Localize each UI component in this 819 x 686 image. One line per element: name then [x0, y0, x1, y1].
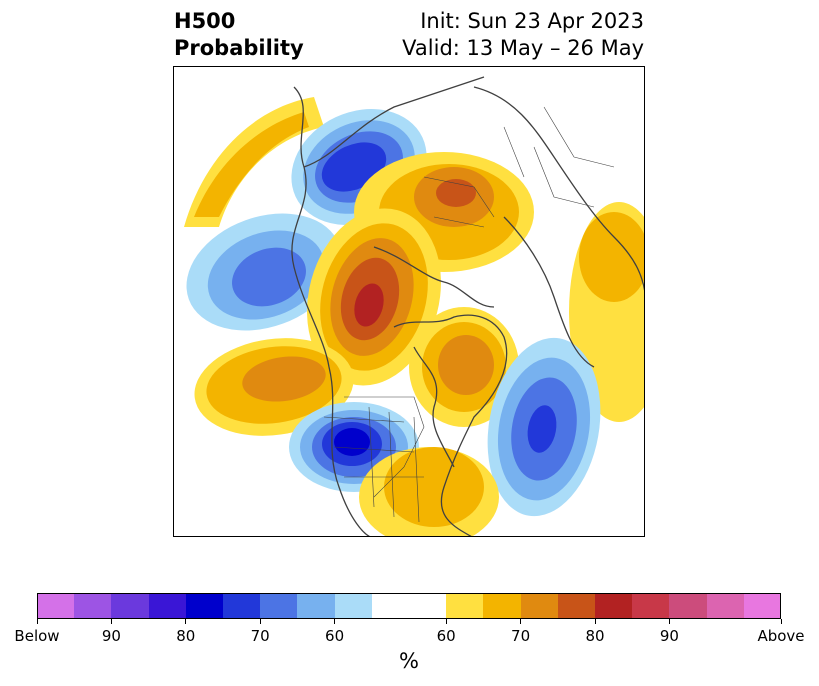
- anomaly-pacific-below: [186, 213, 342, 331]
- colorbar-segment-above: [632, 593, 670, 619]
- probability-map: [173, 66, 645, 537]
- colorbar-segment-below: [74, 593, 112, 619]
- valid-range: Valid: 13 May – 26 May: [402, 36, 644, 60]
- colorbar-unit: %: [399, 649, 419, 673]
- colorbar-tick-label: 90: [659, 627, 679, 645]
- colorbar-tick-label: 70: [511, 627, 531, 645]
- colorbar-segment-above: [483, 593, 522, 619]
- colorbar-segment-below: [223, 593, 261, 619]
- title-variable: H500: [174, 9, 236, 33]
- colorbar-tick: [780, 619, 782, 624]
- anomaly-epac-above: [194, 338, 354, 436]
- init-date: Init: Sun 23 Apr 2023: [420, 9, 644, 33]
- colorbar-tick-label: Below: [14, 627, 60, 645]
- colorbar-segment-neutral: [371, 593, 447, 619]
- colorbar-tick: [110, 619, 112, 624]
- colorbar-tick-label: 60: [436, 627, 456, 645]
- map-canvas: [184, 76, 644, 536]
- colorbar-tick: [668, 619, 670, 624]
- colorbar-segment-below: [185, 593, 224, 619]
- colorbar-tick: [520, 619, 522, 624]
- colorbar-segment-below: [297, 593, 336, 619]
- colorbar-tick: [594, 619, 596, 624]
- colorbar-segment-below: [37, 593, 75, 619]
- title-left: H500 Probability: [174, 8, 304, 62]
- colorbar-segment-above: [446, 593, 484, 619]
- colorbar-tick-label: 80: [585, 627, 605, 645]
- colorbar-segment-below: [148, 593, 187, 619]
- colorbar-tick-label: 90: [101, 627, 121, 645]
- colorbar-segment-above: [669, 593, 708, 619]
- colorbar-tick: [185, 619, 187, 624]
- colorbar-tick: [36, 619, 38, 624]
- colorbar-tick: [334, 619, 336, 624]
- coastlines: [291, 76, 644, 536]
- colorbar-segment-above: [743, 593, 782, 619]
- title-right: Init: Sun 23 Apr 2023 Valid: 13 May – 26…: [402, 8, 644, 62]
- colorbar-segment-below: [111, 593, 150, 619]
- colorbar-tick-label: 80: [176, 627, 196, 645]
- colorbar-tick-label: Above: [757, 627, 805, 645]
- colorbar-tick-label: 60: [325, 627, 345, 645]
- colorbar-segment-below: [334, 593, 373, 619]
- colorbar-segment-above: [595, 593, 633, 619]
- colorbar-tick: [445, 619, 447, 624]
- colorbar-segment-above: [706, 593, 745, 619]
- colorbar-tick-label: 70: [250, 627, 270, 645]
- anomaly-atlantic-below: [487, 337, 601, 517]
- colorbar-segment-below: [260, 593, 298, 619]
- political-borders: [323, 106, 615, 523]
- colorbar-tick: [259, 619, 261, 624]
- title-product: Probability: [174, 36, 304, 60]
- colorbar-segment-above: [557, 593, 596, 619]
- anomaly-arc-west-above: [184, 97, 324, 227]
- colorbar: [37, 593, 782, 619]
- colorbar-segment-above: [520, 593, 559, 619]
